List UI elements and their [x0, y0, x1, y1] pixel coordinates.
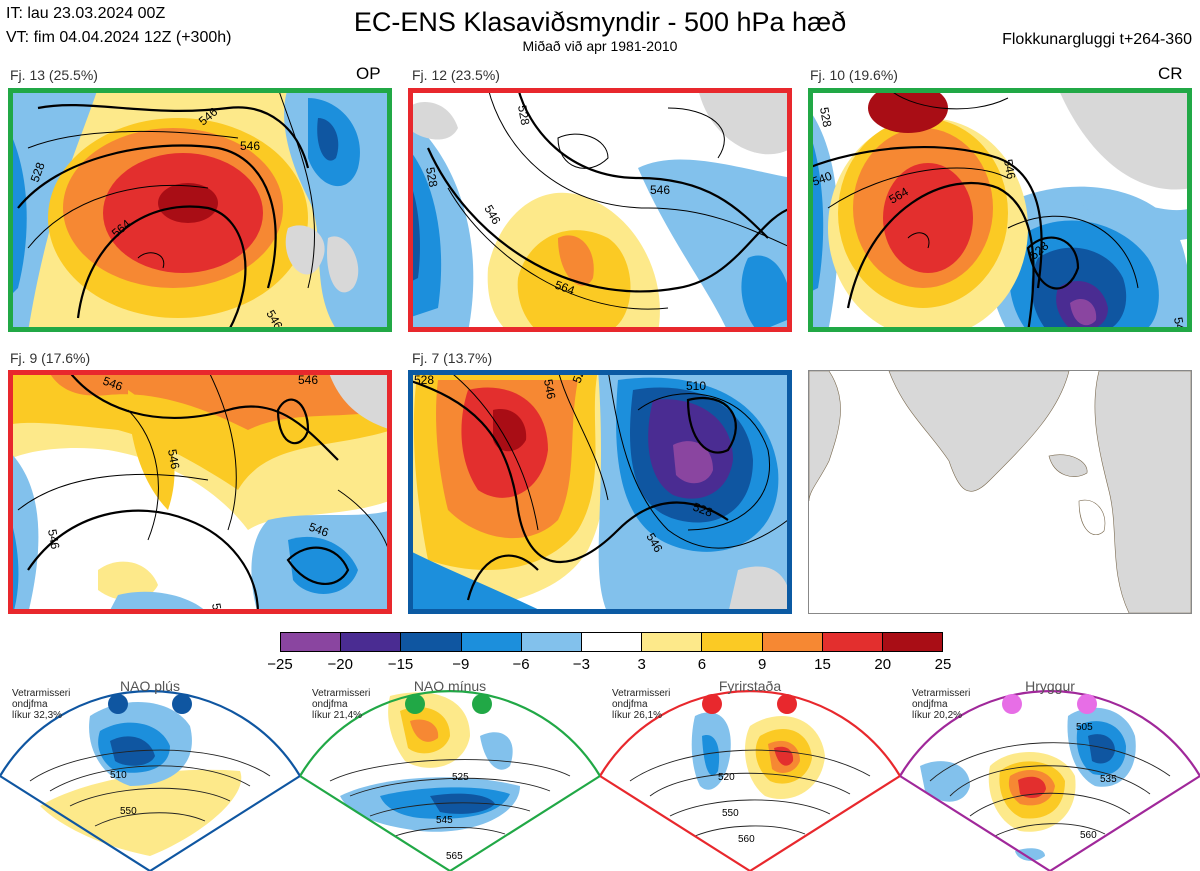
regime-map: 520 550 560 [600, 690, 900, 871]
regime-nao-minus: 525 545 565 NAO mínus Vetrarmisseri ondj… [300, 676, 600, 871]
cluster-label-3: Fj. 10 (19.6%) [810, 67, 898, 83]
colorbar-tick-label: −20 [327, 656, 353, 673]
colorbar-tick-label: −3 [572, 656, 590, 673]
colorbar-swatch [401, 633, 462, 651]
colorbar-swatch [882, 633, 943, 651]
contour-label: 510 [110, 770, 127, 781]
colorbar-swatch [341, 633, 402, 651]
contour-label: 545 [436, 815, 453, 826]
contour-label: 546 [45, 528, 62, 550]
colorbar-tick-label: 20 [874, 656, 892, 673]
regime-note: Vetrarmisseri ondjfma líkur 20,2% [912, 688, 971, 721]
colorbar-tick-label: 3 [637, 656, 646, 673]
cluster-tag-op: OP [356, 64, 381, 83]
contour-label: 505 [1076, 722, 1093, 733]
colorbar-swatch [281, 633, 342, 651]
contour-label: 528 [423, 166, 440, 188]
contour-label: 510 [686, 379, 706, 393]
colorbar-tick-label: 6 [697, 656, 707, 673]
contour-label: 525 [452, 772, 469, 783]
regime-nao-plus: 510 550 NAO plús Vetrarmisseri ondjfma l… [0, 676, 300, 871]
regime-note: Vetrarmisseri ondjfma líkur 21,4% [312, 688, 371, 721]
regime-title: NAO plús [120, 678, 180, 694]
contour-label: 528 [414, 373, 434, 387]
page-subtitle: Miðað við apr 1981-2010 [522, 38, 678, 54]
regime-note: Vetrarmisseri ondjfma líkur 32,3% [12, 688, 71, 721]
colorbar-swatch [642, 633, 703, 651]
cluster-label-4: Fj. 9 (17.6%) [10, 350, 91, 366]
cluster-label-2: Fj. 12 (23.5%) [412, 67, 500, 83]
regime-map: 510 550 [0, 690, 300, 871]
colorbar-swatch [822, 633, 883, 651]
colorbar-swatch [702, 633, 763, 651]
contour-label: 546 [1001, 158, 1018, 180]
contour-label: 528 [515, 104, 532, 126]
cluster-map-3: 528 540 546 564 528 546 [808, 88, 1192, 332]
reference-map [808, 370, 1192, 614]
contour-label: 546 [165, 448, 182, 470]
valid-time-label: VT: fim 04.04.2024 12Z (+300h) [6, 29, 232, 46]
contour-label: 550 [722, 808, 739, 819]
initial-time-label: IT: lau 23.03.2024 00Z [6, 5, 166, 22]
contour-label: 546 [1171, 316, 1188, 332]
page-title: EC-ENS Klasaviðsmyndir - 500 hPa hæð [353, 7, 847, 37]
contour-label: 546 [209, 602, 226, 614]
cluster-map-5: 528 546 528 510 528 546 [408, 370, 792, 614]
regime-blocking: 520 550 560 Fyrirstaða Vetrarmisseri ond… [600, 676, 900, 871]
contour-label: 565 [446, 851, 463, 862]
regime-map: 525 545 565 [300, 690, 600, 871]
contour-label: 540 [810, 169, 834, 189]
contour-label: 546 [650, 183, 670, 197]
contour-label: 528 [817, 106, 834, 128]
contour-label: 520 [718, 772, 735, 783]
cluster-map-2: 528 528 546 564 546 [408, 88, 792, 332]
regime-title: Fyrirstaða [718, 678, 782, 694]
cluster-map-4: 546 546 546 546 546 546 [8, 370, 392, 614]
contour-label: 546 [298, 373, 318, 387]
colorbar-tick-label: −6 [512, 656, 530, 673]
contour-label: 546 [101, 374, 125, 394]
regime-note: Vetrarmisseri ondjfma líkur 26,1% [612, 688, 671, 721]
contour-label: 560 [738, 834, 755, 845]
classification-window-label: Flokkunargluggi t+264-360 [1002, 31, 1192, 48]
colorbar-swatch [461, 633, 522, 651]
cluster-tag-cr: CR [1158, 64, 1183, 83]
contour-label: 564 [553, 278, 577, 298]
contour-label: 550 [120, 806, 137, 817]
cluster-label-5: Fj. 7 (13.7%) [412, 350, 493, 366]
colorbar-tick-label: −9 [452, 656, 470, 673]
contour-label: 546 [541, 378, 558, 400]
colorbar-tick-label: −15 [387, 656, 414, 673]
contour-label: 528 [691, 500, 715, 520]
colorbar-tick-label: 9 [758, 656, 767, 673]
cluster-map-1: 528 546 546 564 546 [8, 88, 392, 332]
contour-label: 560 [1080, 830, 1097, 841]
colorbar-tick-label: 15 [814, 656, 831, 673]
cluster-label-1: Fj. 13 (25.5%) [10, 67, 98, 83]
contour-label: 535 [1100, 774, 1117, 785]
contour-label: 546 [307, 520, 331, 540]
regime-map: 505 535 560 [900, 690, 1200, 871]
colorbar-swatch [521, 633, 582, 651]
regime-ridge: 505 535 560 Hryggur Vetrarmisseri ondjfm… [900, 676, 1200, 871]
regime-title: Hryggur [1025, 678, 1075, 694]
colorbar-swatch [762, 633, 823, 651]
regime-title: NAO mínus [413, 678, 487, 694]
colorbar-tick-label: −25 [267, 656, 293, 673]
contour-label: 546 [240, 139, 260, 153]
contour-label: 528 [28, 160, 48, 184]
anomaly-colorbar [280, 632, 943, 652]
colorbar-swatch [581, 633, 643, 651]
colorbar-tick-label: 25 [934, 656, 952, 673]
